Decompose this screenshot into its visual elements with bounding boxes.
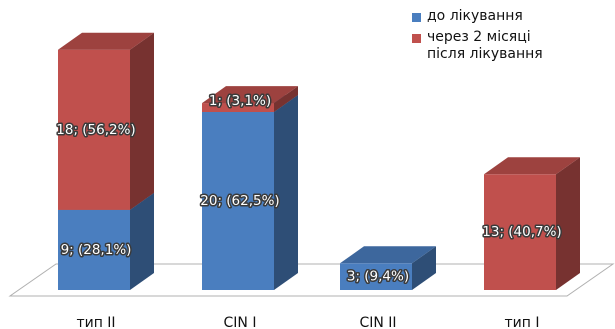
legend-item-before-treatment: до лікування	[412, 8, 612, 25]
bar-top-face	[340, 246, 436, 264]
data-label: 13; (40,7%)13; (40,7%)	[481, 223, 563, 242]
bar-side-face	[412, 246, 436, 290]
legend-swatch-red	[412, 34, 421, 43]
svg-text:1; (3,1%): 1; (3,1%)	[209, 93, 271, 109]
svg-text:13; (40,7%): 13; (40,7%)	[482, 224, 561, 240]
bar-segment-before-2	[340, 246, 436, 290]
bars-layer	[58, 32, 580, 290]
bar-side-face	[274, 86, 298, 112]
category-label: CIN II	[359, 315, 396, 329]
bar-side-face	[130, 32, 154, 210]
category-labels-layer: тип II CIN I CIN II тип I	[76, 315, 539, 329]
data-label: 20; (62,5%)20; (62,5%)	[199, 192, 281, 211]
bar-side-face	[130, 192, 154, 290]
category-label: тип I	[505, 315, 540, 329]
bar-front-face	[58, 209, 130, 290]
legend-swatch-blue	[412, 13, 421, 22]
chart-floor	[8, 263, 615, 297]
bar-top-face	[484, 157, 580, 175]
bar-side-face	[274, 95, 298, 290]
data-label: 9; (28,1%)9; (28,1%)	[59, 240, 133, 259]
data-label: 18; (56,2%)18; (56,2%)	[55, 120, 137, 139]
svg-text:20; (62,5%): 20; (62,5%)	[200, 193, 279, 209]
svg-text:20; (62,5%): 20; (62,5%)	[200, 193, 279, 209]
legend-label: до лікування	[427, 8, 523, 24]
legend-item-after-treatment: через 2 місяці після лікування	[412, 29, 612, 63]
bar-side-face	[556, 157, 580, 290]
bar-segment-after-1	[202, 86, 298, 112]
bar-front-face	[484, 174, 556, 290]
bar-front-face	[340, 263, 412, 290]
bar-segment-after-3	[484, 157, 580, 290]
data-label: 3; (9,4%)3; (9,4%)	[345, 267, 410, 286]
category-label: тип II	[76, 315, 115, 329]
bar-front-face	[202, 112, 274, 290]
legend: до лікування через 2 місяці після лікува…	[412, 8, 612, 67]
bar-top-face	[202, 86, 298, 104]
bar-top-face	[58, 32, 154, 50]
bar-front-face	[58, 49, 130, 210]
svg-text:18; (56,2%): 18; (56,2%)	[56, 122, 135, 138]
bar-segment-after-0	[58, 32, 154, 210]
category-label: CIN I	[224, 315, 257, 329]
bar-front-face	[202, 103, 274, 112]
svg-text:3; (9,4%): 3; (9,4%)	[347, 269, 409, 285]
data-labels-layer: 9; (28,1%)9; (28,1%) 18; (56,2%)18; (56,2…	[55, 92, 563, 287]
svg-text:9; (28,1%): 9; (28,1%)	[61, 242, 132, 258]
svg-text:3; (9,4%): 3; (9,4%)	[347, 269, 409, 285]
svg-text:18; (56,2%): 18; (56,2%)	[56, 122, 135, 138]
svg-text:9; (28,1%): 9; (28,1%)	[61, 242, 132, 258]
data-label: 1; (3,1%)1; (3,1%)	[207, 92, 272, 111]
svg-text:1; (3,1%): 1; (3,1%)	[209, 93, 271, 109]
legend-label: через 2 місяці після лікування	[427, 29, 543, 62]
svg-text:13; (40,7%): 13; (40,7%)	[482, 224, 561, 240]
